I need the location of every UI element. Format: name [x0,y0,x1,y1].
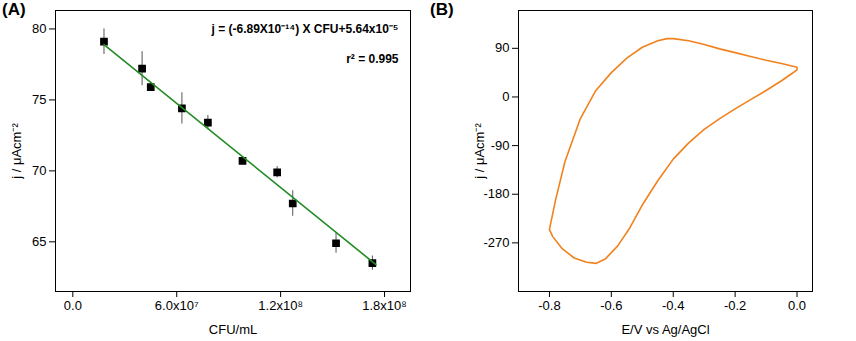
svg-text:-0.8: -0.8 [538,298,560,313]
svg-text:-270: -270 [483,235,509,250]
svg-text:0.0: 0.0 [64,298,82,313]
html-text:(A): (A) [2,0,26,19]
svg-text:90: 90 [495,40,509,55]
svg-text:80: 80 [32,21,46,36]
svg-text:j = (-6.89X10⁻¹⁴) X CFU+5.64x1: j = (-6.89X10⁻¹⁴) X CFU+5.64x10⁻⁵ [211,22,399,36]
svg-text:65: 65 [32,234,46,249]
svg-text:6.0x10⁷: 6.0x10⁷ [155,298,199,313]
svg-text:CFU/mL: CFU/mL [209,322,257,337]
svg-text:j / μAcm⁻²: j / μAcm⁻² [472,123,487,180]
svg-text:j / μAcm⁻²: j / μAcm⁻² [9,123,24,180]
svg-text:-90: -90 [491,138,510,153]
svg-text:0: 0 [502,89,509,104]
svg-text:E/V vs Ag/AgCl: E/V vs Ag/AgCl [621,322,709,337]
svg-text:1.8x10⁸: 1.8x10⁸ [362,298,407,313]
svg-text:r² = 0.995: r² = 0.995 [346,52,399,66]
html-text:(B): (B) [430,0,454,19]
svg-text:1.2x10⁸: 1.2x10⁸ [258,298,303,313]
svg-text:75: 75 [32,92,46,107]
svg-text:-0.4: -0.4 [662,298,684,313]
svg-text:-0.6: -0.6 [600,298,622,313]
svg-text:70: 70 [32,163,46,178]
svg-text:-180: -180 [483,186,509,201]
svg-text:-0.2: -0.2 [724,298,746,313]
svg-text:0.0: 0.0 [788,298,806,313]
